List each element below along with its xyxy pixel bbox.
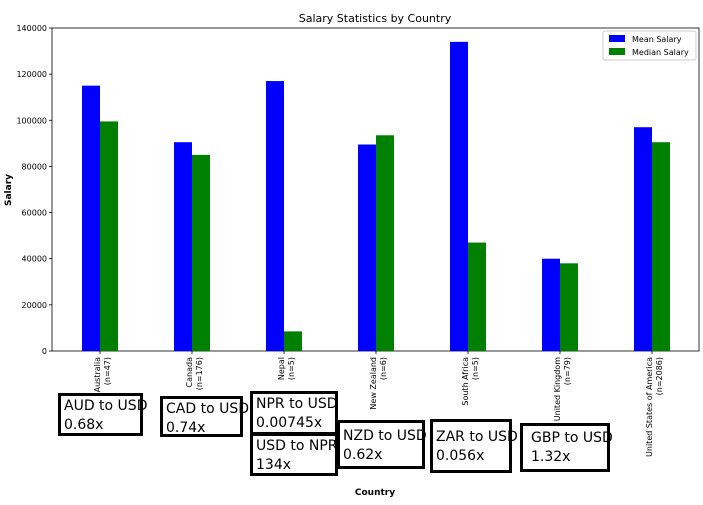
y-tick-label: 140000 (16, 24, 47, 33)
annotation-zar-line2: 0.056x (436, 448, 485, 464)
annotation-npr-line2: 0.00745x (256, 415, 323, 431)
annotation-npr: NPR to USD 0.00745x (250, 391, 338, 435)
bar-median (560, 263, 578, 351)
annotation-usd-npr: USD to NPR 134x (250, 433, 338, 476)
bars (82, 41, 670, 352)
annotation-usd-npr-line1: USD to NPR (256, 438, 338, 454)
x-tick-label-line: United States of America (645, 357, 654, 457)
bar-median (468, 242, 486, 351)
annotation-aud-line1: AUD to USD (64, 398, 148, 414)
annotation-gbp: GBP to USD 1.32x (520, 423, 613, 472)
x-tick-label-line: South Africa (461, 357, 470, 406)
legend-label-median: Median Salary (632, 48, 689, 57)
x-axis-label: Country (355, 488, 395, 498)
x-tick-label-line: (n=5) (287, 357, 296, 380)
bar-median (284, 331, 302, 351)
annotation-cad: CAD to USD 0.74x (160, 396, 250, 437)
legend-frame (602, 30, 697, 61)
x-tick-label: Australia(n=47) (93, 357, 112, 392)
bar-median (376, 135, 394, 351)
x-tick-label-line: (n=79) (563, 357, 572, 385)
x-tick-label: United States of America(n=2086) (645, 357, 664, 457)
y-tick-label: 120000 (16, 70, 47, 79)
chart-title: Salary Statistics by Country (299, 12, 452, 25)
bar-mean (82, 85, 100, 351)
annotation-npr-line1: NPR to USD (256, 396, 338, 412)
y-tick-label: 60000 (22, 209, 47, 218)
bar-mean (358, 144, 376, 351)
x-tick-label-line: (n=6) (379, 357, 388, 380)
bar-mean (450, 41, 468, 351)
legend: Mean Salary Median Salary (602, 30, 697, 61)
x-tick-label-line: (n=176) (195, 357, 204, 390)
annotation-nzd-line1: NZD to USD (343, 428, 427, 444)
y-tick-label: 100000 (16, 116, 47, 125)
y-tick-label: 40000 (22, 255, 47, 264)
annotation-nzd-line2: 0.62x (343, 447, 383, 463)
bar-mean (634, 127, 652, 351)
x-tick-label-line: United Kingdom (553, 357, 562, 421)
legend-swatch-mean (609, 35, 625, 42)
y-tick-label: 80000 (22, 162, 47, 171)
bar-mean (266, 81, 284, 352)
legend-swatch-median (609, 48, 625, 55)
x-tick-label: Canada(n=176) (185, 357, 204, 390)
x-tick-label: New Zealand(n=6) (369, 357, 388, 410)
x-tick-label-line: (n=2086) (655, 357, 664, 395)
bar-median (652, 142, 670, 351)
annotation-aud-line2: 0.68x (64, 417, 104, 433)
x-tick-label: South Africa(n=5) (461, 357, 480, 406)
y-tick-label: 20000 (22, 301, 47, 310)
bar-mean (542, 258, 560, 351)
x-tick-labels: Australia(n=47) Canada(n=176) Nepal(n=5) Ne… (93, 357, 664, 457)
annotation-cad-line2: 0.74x (166, 420, 206, 436)
x-tick-label: Nepal(n=5) (277, 357, 296, 380)
annotation-nzd: NZD to USD 0.62x (337, 420, 427, 469)
annotation-gbp-line1: GBP to USD (531, 430, 613, 446)
x-tick-label-line: Canada (185, 357, 194, 388)
legend-label-mean: Mean Salary (632, 35, 682, 44)
annotation-zar: ZAR to USD 0.056x (430, 419, 518, 473)
annotation-usd-npr-line2: 134x (256, 457, 292, 473)
bar-median (100, 121, 118, 351)
annotation-zar-line1: ZAR to USD (436, 429, 518, 445)
annotation-gbp-line2: 1.32x (531, 449, 571, 465)
y-tick-label: 0 (42, 347, 47, 356)
annotation-cad-line1: CAD to USD (166, 401, 250, 417)
x-tick-label-line: Nepal (277, 357, 286, 380)
x-tick-label-line: (n=5) (471, 357, 480, 380)
bar-median (192, 154, 210, 351)
axes: 0 20000 40000 60000 80000 100000 120000 140000 (16, 24, 700, 356)
x-tick-label-line: (n=47) (103, 357, 112, 385)
x-tick-label-line: New Zealand (369, 357, 378, 410)
x-tick-label-line: Australia (93, 357, 102, 392)
annotation-aud: AUD to USD 0.68x (58, 393, 148, 436)
x-tick-label: United Kingdom(n=79) (553, 357, 572, 421)
y-axis-label: Salary (4, 174, 14, 206)
bar-mean (174, 142, 192, 351)
